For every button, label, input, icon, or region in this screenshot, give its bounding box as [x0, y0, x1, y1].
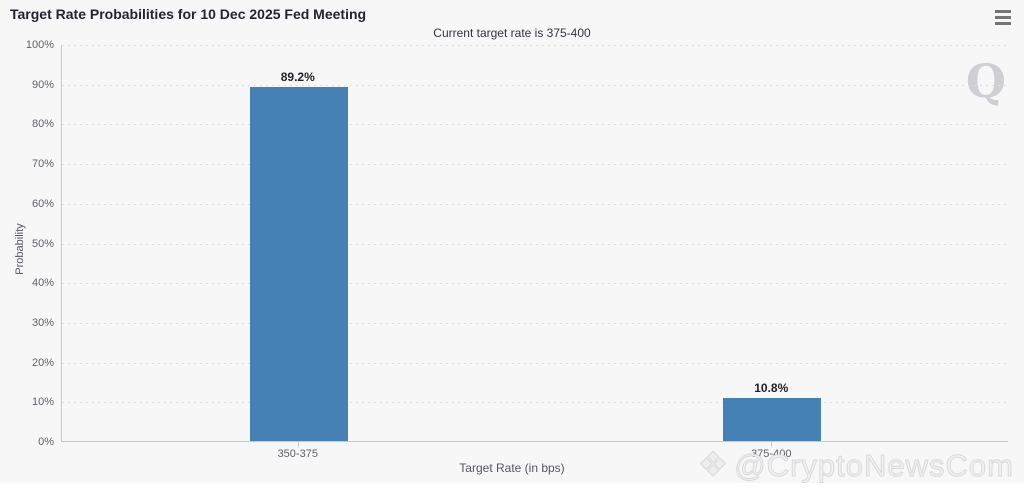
chart-title: Target Rate Probabilities for 10 Dec 202… — [10, 6, 367, 22]
y-tick-label-40: 40% — [31, 277, 54, 290]
gridline-40 — [62, 283, 1008, 285]
bottom-strip — [0, 483, 1024, 489]
plot-area — [61, 45, 1008, 442]
y-tick-label-50: 50% — [31, 237, 54, 250]
x-tick-mark — [297, 442, 299, 447]
bar-value-label-375-400: 10.8% — [754, 381, 789, 396]
y-tick-label-90: 90% — [31, 78, 54, 91]
y-tick-label-100: 100% — [25, 39, 54, 51]
gridline-10 — [62, 402, 1008, 404]
bar-350-375[interactable] — [249, 86, 348, 441]
hamburger-bar — [995, 15, 1011, 19]
gridline-70 — [62, 164, 1008, 166]
x-tick-label-350-375: 350-375 — [277, 448, 318, 460]
y-tick-label-30: 30% — [31, 316, 54, 329]
y-tick-label-20: 20% — [31, 356, 54, 369]
chart-subtitle: Current target rate is 375-400 — [433, 26, 591, 40]
y-tick-label-60: 60% — [31, 197, 54, 210]
gridline-30 — [62, 322, 1008, 324]
y-tick-label-70: 70% — [31, 158, 54, 171]
y-tick-label-80: 80% — [31, 118, 54, 131]
gridline-50 — [62, 243, 1008, 245]
y-tick-label-10: 10% — [31, 396, 54, 409]
hamburger-menu-icon[interactable] — [992, 8, 1014, 26]
bar-value-label-350-375: 89.2% — [280, 69, 315, 84]
gridline-100 — [62, 45, 1008, 46]
gridline-60 — [62, 203, 1008, 205]
q-watermark: Q — [965, 54, 1006, 108]
gridline-20 — [62, 362, 1008, 364]
hamburger-bar — [995, 21, 1011, 25]
gridline-90 — [62, 84, 1008, 86]
x-axis-title: Target Rate (in bps) — [459, 461, 565, 475]
y-tick-label-0: 0% — [38, 436, 54, 448]
gridline-80 — [62, 124, 1008, 126]
bar-375-400[interactable] — [723, 398, 822, 441]
x-tick-mark — [771, 442, 773, 447]
x-tick-label-375-400: 375-400 — [751, 448, 792, 460]
hamburger-bar — [995, 9, 1011, 13]
